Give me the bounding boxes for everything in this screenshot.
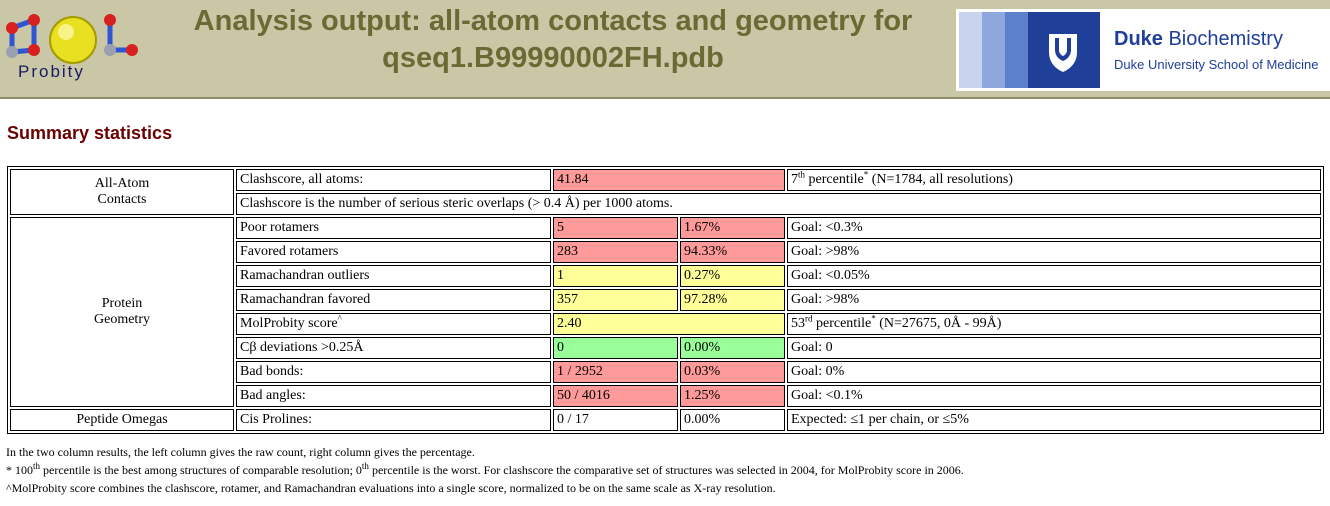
percentile-number: 53 — [791, 316, 805, 331]
duke-name-bold: Duke — [1114, 28, 1163, 50]
duke-name-rest: Biochemistry — [1168, 28, 1283, 50]
count-cell: 1 / 2952 — [553, 361, 678, 383]
note-line-3: ^MolProbity score combines the clashscor… — [6, 481, 776, 495]
goal-cell: Goal: >98% — [787, 241, 1321, 263]
table-row: Peptide Omegas Cis Prolines: 0 / 17 0.00… — [10, 409, 1321, 431]
group-all-atom-contacts: All-Atom Contacts — [10, 169, 234, 215]
title-line-2: qseq1.B99990002FH.pdb — [382, 42, 724, 74]
percent-cell: 1.25% — [680, 385, 785, 407]
goal-cell: Goal: <0.3% — [787, 217, 1321, 239]
page-header: Probity Analysis output: all-atom contac… — [0, 0, 1330, 99]
row-label: Favored rotamers — [236, 241, 551, 263]
group-protein-geometry: Protein Geometry — [10, 217, 234, 407]
row-label: Bad angles: — [236, 385, 551, 407]
group-label-line2: Contacts — [97, 192, 147, 207]
count-cell: 283 — [553, 241, 678, 263]
clashscore-percentile: 7th percentile* (N=1784, all resolutions… — [787, 169, 1321, 191]
footnote-caret: ^ — [337, 313, 342, 324]
note-star: * 100 — [6, 463, 33, 477]
percentile-tail: (N=1784, all resolutions) — [868, 172, 1013, 187]
footnote-star: * — [863, 169, 869, 180]
logo-text: Probity — [18, 62, 85, 81]
summary-table: All-Atom Contacts Clashscore, all atoms:… — [7, 166, 1324, 434]
percentile-text: percentile — [812, 316, 872, 331]
percentile-text: percentile — [805, 172, 864, 187]
group-label-line2: Geometry — [94, 312, 150, 327]
row-label: Cβ deviations >0.25Å — [236, 337, 551, 359]
percent-cell: 0.03% — [680, 361, 785, 383]
clashscore-note: Clashscore is the number of serious ster… — [236, 193, 1321, 215]
table-row: Cβ deviations >0.25Å 0 0.00% Goal: 0 — [10, 337, 1321, 359]
percent-cell: 0.27% — [680, 265, 785, 287]
row-label: Clashscore, all atoms: — [236, 169, 551, 191]
goal-cell: Expected: ≤1 per chain, or ≤5% — [787, 409, 1321, 431]
note-line-2: * 100th percentile is the best among str… — [6, 461, 964, 479]
table-row: Bad bonds: 1 / 2952 0.03% Goal: 0% — [10, 361, 1321, 383]
percentile-tail: (N=27675, 0Å - 99Å) — [875, 316, 1002, 331]
molprobity-score-value: 2.40 — [553, 313, 785, 335]
molprobity-logo — [6, 14, 138, 64]
percent-cell: 0.00% — [680, 409, 785, 431]
table-row: Ramachandran outliers 1 0.27% Goal: <0.0… — [10, 265, 1321, 287]
percent-cell: 94.33% — [680, 241, 785, 263]
row-label: Poor rotamers — [236, 217, 551, 239]
note-mid: percentile is the best among structures … — [40, 463, 362, 477]
percentile-suffix: rd — [805, 313, 813, 324]
duke-banner[interactable]: Duke Biochemistry Duke University School… — [956, 9, 1330, 91]
group-peptide-omegas: Peptide Omegas — [10, 409, 234, 431]
footnote-star: * — [871, 313, 876, 324]
goal-cell: Goal: >98% — [787, 289, 1321, 311]
count-cell: 5 — [553, 217, 678, 239]
group-label-line1: All-Atom — [94, 176, 150, 191]
footnotes: In the two column results, the left colu… — [6, 443, 964, 497]
page-title: Analysis output: all-atom contacts and g… — [150, 3, 956, 77]
duke-name: Duke Biochemistry — [1114, 28, 1283, 51]
percent-cell: 1.67% — [680, 217, 785, 239]
table-row: Bad angles: 50 / 4016 1.25% Goal: <0.1% — [10, 385, 1321, 407]
count-cell: 0 — [553, 337, 678, 359]
count-cell: 0 / 17 — [553, 409, 678, 431]
percent-cell: 97.28% — [680, 289, 785, 311]
clashscore-value: 41.84 — [553, 169, 785, 191]
row-label: Ramachandran outliers — [236, 265, 551, 287]
goal-cell: Goal: <0.05% — [787, 265, 1321, 287]
note-sup-1: th — [33, 461, 41, 471]
row-label: Ramachandran favored — [236, 289, 551, 311]
table-row: Favored rotamers 283 94.33% Goal: >98% — [10, 241, 1321, 263]
molprobity-percentile: 53rd percentile* (N=27675, 0Å - 99Å) — [787, 313, 1321, 335]
duke-shield-logo — [959, 12, 1100, 88]
goal-cell: Goal: 0% — [787, 361, 1321, 383]
row-label: Cis Prolines: — [236, 409, 551, 431]
molprobity-label: MolProbity score — [240, 316, 338, 331]
note-line-1: In the two column results, the left colu… — [6, 445, 475, 459]
count-cell: 1 — [553, 265, 678, 287]
duke-subtitle: Duke University School of Medicine — [1114, 57, 1319, 72]
note-tail: percentile is the worst. For clashscore … — [368, 463, 964, 477]
title-line-1: Analysis output: all-atom contacts and g… — [193, 5, 913, 37]
group-label-line1: Protein — [101, 296, 143, 311]
note-sup-2: th — [361, 461, 369, 471]
section-title: Summary statistics — [7, 123, 173, 143]
row-label: Bad bonds: — [236, 361, 551, 383]
table-row: Ramachandran favored 357 97.28% Goal: >9… — [10, 289, 1321, 311]
goal-cell: Goal: <0.1% — [787, 385, 1321, 407]
goal-cell: Goal: 0 — [787, 337, 1321, 359]
count-cell: 50 / 4016 — [553, 385, 678, 407]
table-row: MolProbity score^ 2.40 53rd percentile* … — [10, 313, 1321, 335]
percentile-suffix: th — [798, 169, 806, 180]
percent-cell: 0.00% — [680, 337, 785, 359]
table-row: All-Atom Contacts Clashscore, all atoms:… — [10, 169, 1321, 215]
table-row: Protein Geometry Poor rotamers 5 1.67% G… — [10, 217, 1321, 407]
row-label: MolProbity score^ — [236, 313, 551, 335]
count-cell: 357 — [553, 289, 678, 311]
table-row: Clashscore is the number of serious ster… — [10, 193, 1321, 215]
percentile-number: 7 — [791, 172, 798, 187]
